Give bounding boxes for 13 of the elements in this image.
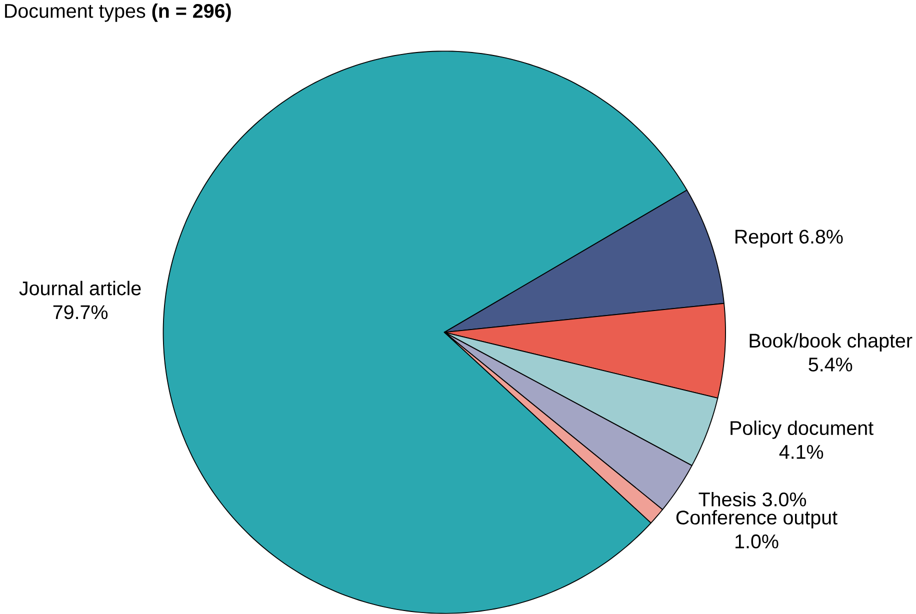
slice-label: Conference output — [676, 510, 838, 528]
slice-label: Book/book chapter — [750, 333, 912, 352]
slice-label: Thesis — [698, 492, 756, 506]
chart-title: Document types (n = 296) — [5, 4, 231, 22]
slice-label: Report — [736, 230, 793, 248]
slice-label: Policy document — [730, 420, 874, 439]
data-label: 5.4% — [808, 358, 852, 372]
data-label: 3.0% — [762, 492, 806, 506]
data-label: 1.0% — [736, 534, 778, 548]
slice-label: Journal article — [19, 280, 141, 296]
data-label: 6.8% — [800, 230, 843, 244]
data-label: 79.7% — [53, 305, 108, 320]
data-label: 4.1% — [779, 445, 824, 459]
